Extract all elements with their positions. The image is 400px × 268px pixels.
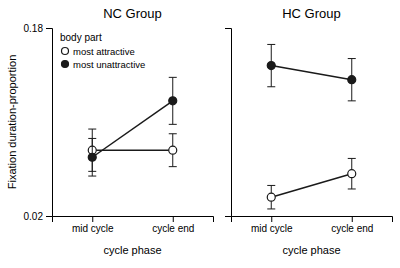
plot-area — [267, 44, 356, 209]
legend-entry: most unattractive — [73, 59, 145, 70]
series — [88, 77, 177, 176]
error-bar — [348, 59, 356, 101]
series-line — [271, 174, 352, 198]
x-axis-line — [53, 217, 214, 223]
y-tick — [225, 216, 231, 217]
point — [348, 170, 356, 178]
series — [267, 158, 356, 209]
y-tick — [225, 28, 231, 29]
legend-title: body part — [60, 32, 102, 43]
x-tick: cycle end — [331, 216, 373, 234]
y-tick-label: 0.02 — [24, 211, 44, 222]
plot-area — [88, 77, 177, 176]
x-tick-mark — [92, 216, 93, 222]
point — [267, 193, 275, 201]
y-axis-title: Fixation duration-proportion — [6, 55, 18, 190]
y-axis-line — [225, 29, 232, 217]
legend-symbol — [62, 48, 69, 55]
x-axis-line — [232, 217, 393, 223]
y-axis — [225, 29, 232, 217]
x-axis: mid cycle cycle end — [232, 216, 393, 234]
error-bar — [88, 138, 96, 176]
point — [348, 76, 356, 84]
x-tick-label: mid cycle — [251, 223, 293, 234]
x-tick: mid cycle — [72, 216, 114, 234]
point — [169, 146, 177, 154]
x-axis-title: cycle phase — [282, 244, 340, 256]
title: HC Group — [282, 6, 341, 21]
legend-symbol — [62, 61, 69, 68]
error-bar — [169, 77, 177, 124]
error-bar — [267, 44, 275, 86]
panel: mid cycle cycle end HC Group cycle phase — [225, 6, 393, 256]
series — [267, 44, 356, 100]
y-axis: 0.02 0.18 — [24, 23, 53, 222]
panel: 0.02 0.18 mid cycle cycle end NC Group cycle … — [6, 6, 214, 256]
x-tick-label: mid cycle — [72, 223, 114, 234]
x-axis: mid cycle cycle end — [53, 216, 214, 234]
x-tick-mark — [352, 216, 353, 222]
x-tick-mark — [173, 216, 174, 222]
point — [88, 153, 96, 161]
y-tick-label: 0.18 — [24, 23, 44, 34]
y-tick: 0.18 — [24, 23, 52, 34]
error-bar — [267, 185, 275, 209]
y-tick-mark — [46, 216, 52, 217]
y-tick-mark — [225, 28, 231, 29]
x-tick: mid cycle — [251, 216, 293, 234]
title: NC Group — [103, 6, 162, 21]
series-line — [92, 101, 173, 157]
x-tick: cycle end — [152, 216, 194, 234]
series-line — [271, 66, 352, 80]
y-tick-mark — [225, 216, 231, 217]
legend-entry: most attractive — [73, 46, 135, 57]
error-bar — [348, 158, 356, 189]
chart: 0.02 0.18 mid cycle cycle end NC Group cycle … — [0, 0, 400, 268]
y-tick: 0.02 — [24, 211, 52, 222]
x-tick-label: cycle end — [331, 223, 373, 234]
error-bar — [169, 134, 177, 167]
point — [169, 97, 177, 105]
point — [267, 62, 275, 70]
legend: body part most attractive most unattractiv… — [60, 32, 145, 70]
x-tick-label: cycle end — [152, 223, 194, 234]
y-tick-mark — [46, 28, 52, 29]
x-axis-title: cycle phase — [103, 244, 161, 256]
x-tick-mark — [271, 216, 272, 222]
y-axis-line — [46, 29, 53, 217]
